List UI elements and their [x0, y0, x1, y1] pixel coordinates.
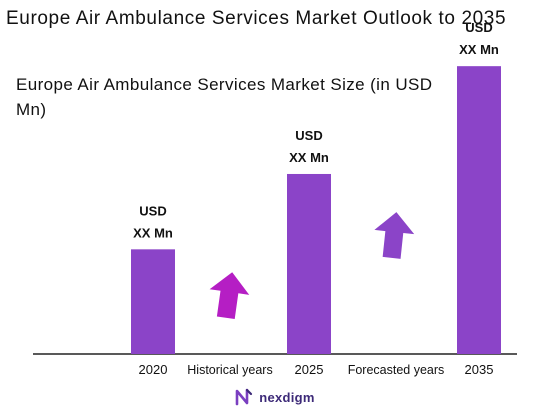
footer: nexdigm: [0, 388, 549, 411]
brand-logo: nexdigm: [234, 388, 315, 406]
value-label-2020-1: XX Mn: [133, 225, 173, 240]
chart-subtitle: Europe Air Ambulance Services Market Siz…: [16, 75, 433, 119]
tick-label-2020: 2020: [139, 362, 168, 377]
value-label-2025-1: XX Mn: [289, 150, 329, 165]
value-label-2025-0: USD: [295, 128, 322, 143]
tick-label-2035: 2035: [465, 362, 494, 377]
period-label-0: Historical years: [187, 363, 272, 377]
chart-title: Europe Air Ambulance Services Market Out…: [6, 8, 507, 29]
bar-2025: [287, 173, 331, 354]
tick-label-2025: 2025: [295, 362, 324, 377]
value-label-2035-0: USD: [465, 20, 492, 35]
value-label-2035-1: XX Mn: [459, 42, 499, 57]
period-label-1: Forecasted years: [348, 363, 445, 377]
nexdigm-logo-icon: [235, 388, 253, 406]
trend-arrow-icon-0: [209, 272, 250, 320]
value-label-2020-0: USD: [139, 203, 166, 218]
bar-2020: [131, 249, 175, 354]
brand-name: nexdigm: [259, 389, 315, 405]
trend-arrow-icon-1: [374, 212, 415, 259]
bar-2035: [457, 66, 501, 355]
